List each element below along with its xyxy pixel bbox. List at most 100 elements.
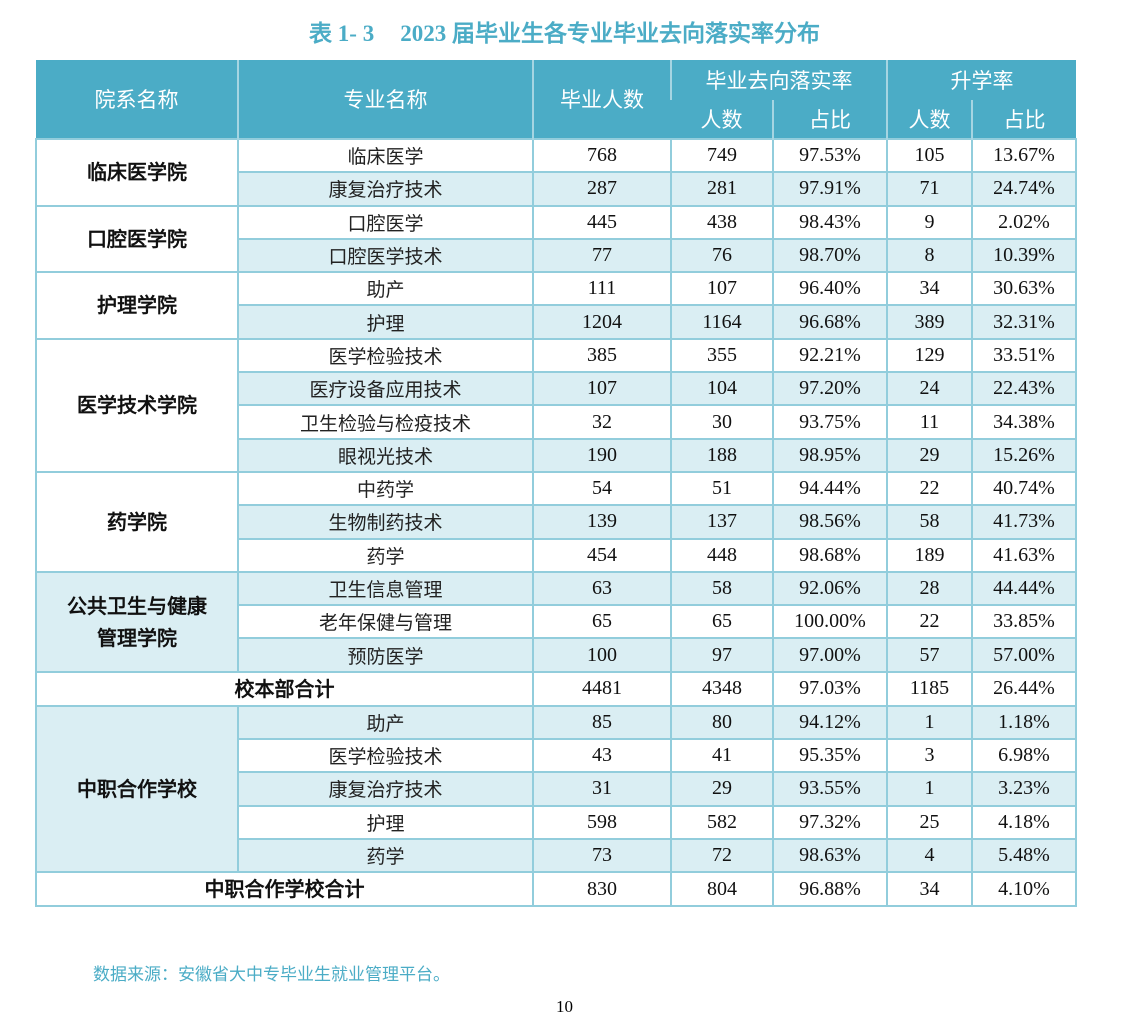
further-count-cell: 29 (886, 437, 973, 473)
graduates-cell: 31 (532, 771, 672, 807)
further-count-cell: 389 (886, 304, 973, 340)
placement-count-cell: 281 (670, 171, 774, 207)
further-ratio-cell: 44.44% (971, 570, 1077, 607)
further-count-cell: 1185 (886, 670, 973, 707)
major-cell: 助产 (237, 704, 534, 741)
header-college: 院系名称 (36, 60, 238, 139)
header-placement: 毕业去向落实率 (670, 60, 887, 100)
major-cell: 助产 (237, 271, 534, 307)
placement-ratio-cell: 95.35% (772, 738, 888, 774)
graduates-cell: 1204 (532, 304, 672, 340)
table-row: 口腔医学院 口腔医学 445 438 98.43% 9 2.02% (35, 204, 1077, 274)
placement-ratio-cell: 98.70% (772, 237, 888, 274)
major-cell: 卫生信息管理 (237, 570, 534, 607)
further-ratio-cell: 4.10% (971, 871, 1077, 908)
major-cell: 中药学 (237, 470, 534, 507)
placement-count-cell: 438 (670, 204, 774, 240)
placement-ratio-cell: 94.44% (772, 470, 888, 507)
placement-ratio-cell: 97.20% (772, 371, 888, 407)
further-ratio-cell: 32.31% (971, 304, 1077, 340)
header-further: 升学率 (886, 60, 1076, 100)
placement-count-cell: 76 (670, 237, 774, 274)
placement-ratio-cell: 98.56% (772, 504, 888, 540)
placement-ratio-cell: 98.68% (772, 537, 888, 573)
header-further-ratio: 占比 (971, 100, 1076, 139)
major-cell: 药学 (237, 837, 534, 874)
graduates-cell: 85 (532, 704, 672, 741)
further-count-cell: 57 (886, 637, 973, 673)
further-count-cell: 129 (886, 337, 973, 374)
further-ratio-cell: 26.44% (971, 670, 1077, 707)
graduates-cell: 385 (532, 337, 672, 374)
major-cell: 临床医学 (237, 137, 534, 174)
graduates-cell: 107 (532, 371, 672, 407)
table-caption: 2023 届毕业生各专业毕业去向落实率分布 (400, 21, 820, 46)
placement-count-cell: 582 (670, 804, 774, 840)
major-cell: 老年保健与管理 (237, 604, 534, 640)
table-row: 公共卫生与健康 管理学院 卫生信息管理 63 58 92.06% 28 44.44% (35, 570, 1077, 673)
placement-ratio-cell: 96.40% (772, 271, 888, 307)
further-count-cell: 3 (886, 738, 973, 774)
graduates-cell: 768 (532, 137, 672, 174)
table-row: 临床医学院 临床医学 768 749 97.53% 105 13.67% (35, 137, 1077, 207)
placement-ratio-cell: 96.68% (772, 304, 888, 340)
table-row: 医学技术学院 医学检验技术 385 355 92.21% 129 33.51% (35, 337, 1077, 473)
further-ratio-cell: 13.67% (971, 137, 1077, 174)
major-cell: 预防医学 (237, 637, 534, 673)
major-cell: 医学检验技术 (237, 337, 534, 374)
further-count-cell: 22 (886, 604, 973, 640)
college-cell: 药学院 (35, 470, 239, 573)
further-ratio-cell: 3.23% (971, 771, 1077, 807)
graduates-cell: 111 (532, 271, 672, 307)
placement-ratio-cell: 98.63% (772, 837, 888, 874)
major-cell: 康复治疗技术 (237, 171, 534, 207)
placement-ratio-cell: 98.95% (772, 437, 888, 473)
placement-ratio-cell: 96.88% (772, 871, 888, 908)
further-count-cell: 189 (886, 537, 973, 573)
table-row: 医学检验技术 43 41 95.35% 3 6.98% (36, 738, 1077, 774)
graduates-cell: 190 (532, 437, 672, 473)
header-further-count: 人数 (886, 100, 972, 139)
college-line: 公共卫生与健康 (67, 593, 207, 618)
header-major: 专业名称 (237, 60, 533, 139)
graduates-cell: 32 (532, 404, 672, 440)
further-count-cell: 4 (886, 837, 973, 874)
table-body: 临床医学院 临床医学 768 749 97.53% 105 13.67% 康复治疗技术 287 2… (35, 137, 1077, 908)
further-ratio-cell: 41.73% (971, 504, 1077, 540)
table-row: 康复治疗技术 287 281 97.91% 71 24.74% (36, 171, 1077, 207)
placement-count-cell: 97 (670, 637, 774, 673)
further-ratio-cell: 33.51% (971, 337, 1077, 374)
graduates-cell: 287 (532, 171, 672, 207)
placement-count-cell: 749 (670, 137, 774, 174)
major-cell: 卫生检验与检疫技术 (237, 404, 534, 440)
placement-count-cell: 188 (670, 437, 774, 473)
placement-count-cell: 80 (670, 704, 774, 741)
graduates-cell: 830 (532, 871, 672, 908)
further-ratio-cell: 5.48% (971, 837, 1077, 874)
further-count-cell: 58 (886, 504, 973, 540)
placement-ratio-cell: 100.00% (772, 604, 888, 640)
further-ratio-cell: 1.18% (971, 704, 1077, 741)
placement-ratio-cell: 97.00% (772, 637, 888, 673)
further-count-cell: 28 (886, 570, 973, 607)
major-cell: 护理 (237, 304, 534, 340)
placement-count-cell: 51 (670, 470, 774, 507)
further-ratio-cell: 10.39% (971, 237, 1077, 274)
header-placement-ratio: 占比 (772, 100, 887, 139)
college-cell: 护理学院 (35, 271, 239, 340)
further-ratio-cell: 24.74% (971, 171, 1077, 207)
placement-count-cell: 355 (670, 337, 774, 374)
table-title: 表 1- 3 2023 届毕业生各专业毕业去向落实率分布 (0, 14, 1129, 48)
placement-count-cell: 448 (670, 537, 774, 573)
placement-count-cell: 72 (670, 837, 774, 874)
table-row: 药学院 中药学 54 51 94.44% 22 40.74% (35, 470, 1077, 573)
placement-count-cell: 29 (670, 771, 774, 807)
major-cell: 生物制药技术 (237, 504, 534, 540)
table-row: 护理 598 582 97.32% 25 4.18% (36, 804, 1077, 840)
placement-count-cell: 137 (670, 504, 774, 540)
header-placement-count: 人数 (671, 100, 773, 139)
table-row: 康复治疗技术 31 29 93.55% 1 3.23% (36, 771, 1077, 807)
graduates-cell: 100 (532, 637, 672, 673)
graduates-cell: 454 (532, 537, 672, 573)
further-ratio-cell: 40.74% (971, 470, 1077, 507)
